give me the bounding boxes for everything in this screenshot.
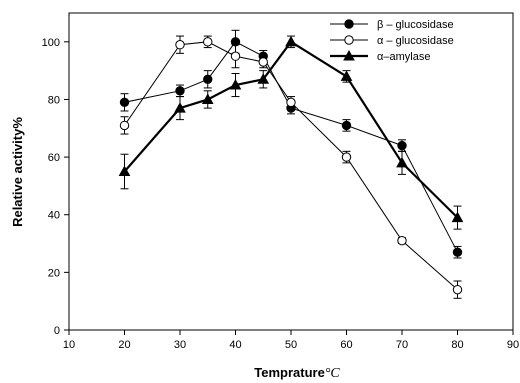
y-tick-label: 100: [42, 37, 60, 49]
legend-label: α–amylase: [377, 51, 430, 63]
x-tick-label: 90: [507, 339, 519, 351]
series-line: [123, 40, 459, 219]
y-tick-label: 20: [48, 267, 60, 279]
x-tick-label: 30: [174, 339, 186, 351]
x-tick-label: 60: [340, 339, 352, 351]
data-point: [397, 235, 407, 246]
data-point: [175, 86, 185, 96]
y-tick-label: 60: [48, 152, 60, 164]
y-tick-label: 80: [48, 94, 60, 106]
data-point: [452, 247, 463, 257]
legend-label: β – glucosidase: [377, 19, 454, 31]
data-point: [230, 51, 241, 61]
series-line: [124, 41, 458, 291]
y-axis: 0 20 40 60 80 100: [42, 37, 69, 337]
legend: β – glucosidase α – glucosidase α–amylase: [330, 19, 454, 63]
series-2: [119, 35, 463, 299]
data-point: [397, 140, 407, 151]
data-point: [203, 74, 213, 84]
legend-entry: α – glucosidase: [330, 35, 454, 47]
x-tick-label: 70: [396, 339, 408, 351]
legend-marker: [343, 49, 355, 61]
x-tick-label: 80: [451, 339, 463, 351]
data-point: [119, 120, 130, 131]
data-point: [175, 40, 185, 50]
data-point: [451, 211, 464, 223]
legend-entry: α–amylase: [330, 49, 430, 63]
data-point: [341, 120, 352, 131]
legend-entry: β – glucosidase: [330, 19, 454, 31]
x-tick-label: 50: [285, 339, 297, 351]
series-line: [124, 41, 458, 253]
data-point: [452, 284, 463, 295]
data-point: [118, 165, 131, 176]
data-point: [341, 152, 352, 162]
legend-marker: [344, 19, 354, 29]
y-axis-title: Relative activity%: [10, 117, 25, 227]
data-point: [258, 57, 268, 67]
legend-marker: [344, 35, 354, 45]
legend-label: α – glucosidase: [377, 35, 454, 47]
x-axis: 10 20 30 40 50 60 70 80 90: [63, 330, 519, 351]
data-point: [201, 93, 214, 104]
x-tick-label: 10: [63, 339, 75, 351]
data-point: [340, 70, 353, 81]
x-tick-label: 40: [229, 339, 241, 351]
data-point: [174, 102, 186, 113]
data-point: [119, 97, 130, 108]
data-point: [203, 37, 213, 47]
x-axis-title: Temprature°C: [254, 365, 340, 381]
x-axis-unit: °C: [325, 366, 341, 381]
data-point: [286, 97, 296, 108]
series-3: [118, 35, 464, 230]
data-point: [396, 156, 408, 168]
plot-frame: [68, 12, 514, 331]
data-point: [257, 73, 270, 84]
series-1: [119, 29, 463, 259]
data-point: [229, 79, 242, 90]
plot-border: [68, 12, 514, 331]
data-point: [285, 35, 297, 47]
x-axis-title-text: Temprature: [254, 365, 325, 380]
x-tick-label: 20: [118, 339, 130, 351]
y-tick-label: 0: [54, 325, 60, 337]
y-tick-label: 40: [48, 210, 60, 222]
series-layer: [118, 29, 464, 299]
